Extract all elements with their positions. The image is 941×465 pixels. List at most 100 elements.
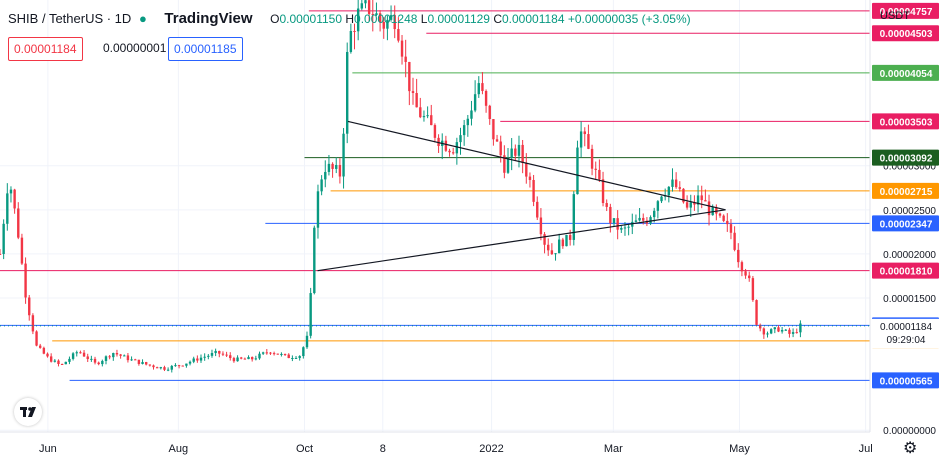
candle-body (155, 367, 159, 369)
candle-body (565, 235, 568, 247)
candle-body (108, 356, 111, 358)
level-tag (872, 64, 939, 81)
candle-body (192, 358, 195, 362)
candle-body (320, 179, 323, 192)
level-tag (872, 215, 939, 232)
candle-body (612, 218, 616, 224)
candle-body (521, 144, 524, 163)
candle-body (437, 137, 440, 147)
candle-body (338, 164, 342, 177)
candle-body (627, 226, 630, 228)
candle-body (386, 19, 389, 29)
candle-body (532, 179, 535, 202)
gear-icon[interactable]: ⚙ (903, 440, 918, 457)
candle-body (367, 0, 371, 14)
x-tick-label: Oct (296, 443, 313, 455)
candle-body (24, 263, 27, 298)
candle-body (276, 353, 279, 355)
tradingview-logo-icon[interactable] (14, 398, 42, 426)
candle-body (726, 220, 729, 225)
candle-body (517, 144, 521, 156)
candle-body (689, 202, 692, 208)
candle-body (601, 179, 605, 204)
candle-body (590, 148, 594, 169)
level-tag (872, 2, 939, 19)
candle-body (459, 135, 462, 143)
candle-body (579, 131, 583, 148)
candle-body (305, 335, 309, 348)
candle-body (104, 356, 108, 361)
candle-body (788, 329, 791, 334)
candle-body (57, 360, 60, 364)
candle-body (740, 262, 744, 272)
candle-body (799, 323, 802, 333)
candle-body (762, 328, 766, 335)
candle-body (722, 215, 725, 221)
candle-body (60, 363, 64, 365)
candle-body (470, 110, 473, 119)
candle-body (397, 29, 400, 41)
candle-body (148, 364, 152, 366)
x-tick-label: 8 (380, 443, 386, 455)
low-value: 0.00001129 (427, 12, 490, 26)
level-tag (872, 182, 939, 199)
candle-body (528, 176, 532, 180)
candle-body (229, 355, 232, 359)
candle-body (170, 365, 173, 370)
candle-body (605, 203, 608, 207)
trendline-lower (317, 209, 726, 272)
axis-currency-label[interactable]: USDT (880, 10, 910, 22)
level-tag-label: 0.00003503 (880, 117, 933, 128)
candle-body (232, 358, 236, 362)
candle-body (39, 345, 42, 348)
candle-body (642, 217, 645, 221)
ohlc-values: O0.00001150 H0.00001248 L0.00001129 C0.0… (270, 12, 691, 26)
candle-body (729, 224, 733, 233)
y-tick-label: 0.00002000 (883, 250, 936, 261)
candle-body (298, 356, 301, 358)
candle-body (378, 13, 382, 22)
candle-body (758, 324, 762, 329)
candle-body (225, 354, 228, 356)
candle-body (492, 119, 495, 140)
current-price-label: 0.00001184 (880, 322, 933, 333)
candle-body (700, 195, 703, 201)
x-tick-label: May (729, 443, 750, 455)
candle-body (455, 142, 459, 154)
candle-body (294, 357, 298, 359)
candle-body (20, 237, 24, 264)
candle-body (203, 356, 206, 358)
buy-button[interactable]: 0.00001185 (168, 37, 243, 61)
candle-body (557, 239, 561, 254)
change-value: +0.00000035 (+3.05%) (567, 12, 691, 26)
candle-body (236, 357, 239, 362)
spread-value: 0.00000001 (98, 37, 172, 59)
candle-body (561, 239, 565, 247)
x-tick-label: Aug (169, 443, 189, 455)
candle-body (543, 234, 546, 245)
candle-body (707, 201, 711, 216)
candle-body (302, 347, 305, 357)
candle-body (620, 228, 623, 230)
candle-body (123, 355, 126, 357)
candle-body (755, 300, 758, 325)
candle-body (141, 362, 144, 364)
market-status-dot: ● (138, 11, 147, 26)
sell-button[interactable]: 0.00001184 (8, 37, 83, 61)
chart-legend: SHIB / TetherUS · 1D ● TradingView O0.00… (8, 10, 691, 27)
candle-body (112, 353, 115, 358)
candle-body (462, 125, 466, 136)
candle-body (656, 201, 660, 211)
candle-body (185, 363, 188, 366)
candle-body (488, 105, 491, 120)
candle-body (269, 352, 272, 354)
candle-body (214, 350, 217, 354)
level-tag (872, 25, 939, 42)
candle-body (174, 365, 177, 367)
close-value: 0.00001184 (501, 12, 565, 26)
candle-body (415, 93, 418, 108)
candle-body (181, 365, 184, 367)
candle-body (6, 193, 9, 224)
symbol-title[interactable]: SHIB / TetherUS · 1D (8, 11, 132, 26)
